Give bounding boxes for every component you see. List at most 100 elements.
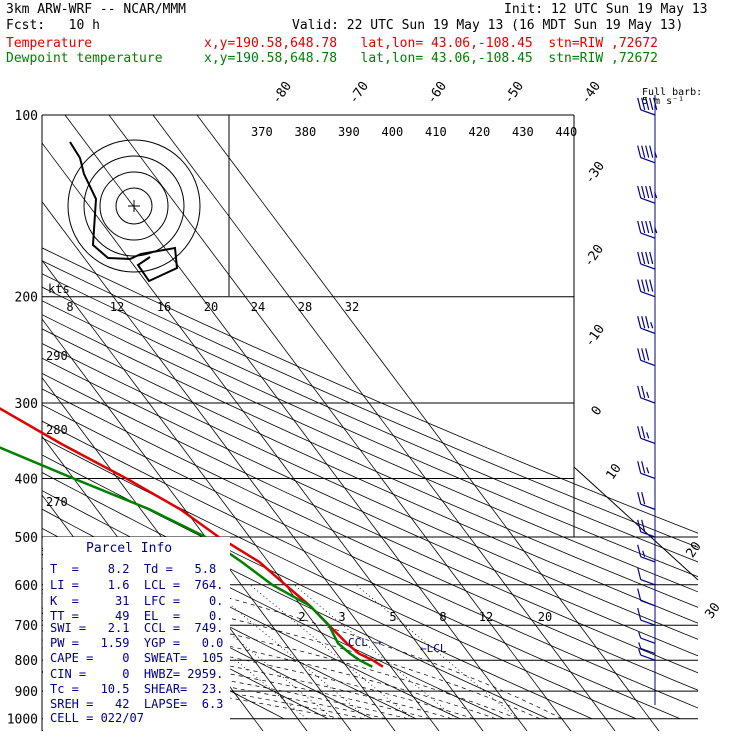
parcel-row: LI = 1.6 LCL = 764. (50, 578, 223, 592)
wind-barb-flag (637, 461, 642, 474)
dry-adiabat-line (42, 260, 698, 548)
wind-barb-staff (640, 197, 656, 204)
hodograph-speed-label: 20 (204, 300, 218, 314)
wind-barb-flag (637, 185, 642, 199)
pressure-tick-label: 700 (15, 619, 38, 634)
theta-label: 390 (338, 125, 360, 139)
hodograph-speed-label: 16 (157, 300, 171, 314)
wind-barb-flag (645, 251, 650, 265)
wind-barb-flag (645, 145, 650, 158)
pressure-tick-label: 600 (15, 579, 38, 594)
dry-adiabat-line (42, 420, 681, 720)
wind-barb-flag (637, 544, 642, 557)
parcel-info-panel: Parcel Info T = 8.2 Td = 5.8 LI = 1.6 LC… (43, 537, 230, 731)
dry-adiabat-line (42, 454, 593, 720)
wind-barb (637, 519, 656, 538)
wind-barb-staff (640, 232, 656, 239)
temperature-tick-label: 20 (683, 539, 704, 560)
wind-barb-flag (641, 426, 646, 439)
theta-label: 400 (382, 125, 404, 139)
wind-barb (637, 220, 658, 239)
dry-adiabat-line (42, 343, 698, 640)
wind-barb-staff (640, 327, 656, 334)
wind-barb-staff (640, 109, 656, 116)
wind-barbs (637, 95, 658, 705)
wind-barb (637, 426, 656, 445)
mixing-ratio-label: 8 (439, 610, 446, 624)
wind-barb-flag (641, 519, 646, 532)
parcel-row: TT = 49 EL = 0. (50, 609, 223, 623)
hodograph-speed-label: 12 (110, 300, 124, 314)
wind-barb-flag (637, 279, 642, 292)
wind-barb-flag (641, 97, 646, 110)
theta-label: 440 (556, 125, 578, 139)
forecast-hour: Fcst: 10 h (6, 18, 100, 33)
wind-barb-flag (641, 461, 646, 474)
wind-barb-flag (654, 226, 658, 234)
temperature-tick-label: 10 (603, 461, 624, 482)
mixing-ratio-label: 3 (338, 610, 345, 624)
wind-barb-staff (640, 359, 656, 367)
temperature-tick-label: -10 (582, 322, 608, 350)
isotherm-line (64, 115, 528, 731)
wind-barb-staff (640, 647, 656, 655)
wind-barb-staff (640, 654, 656, 661)
model-title: 3km ARW-WRF -- NCAR/MMM (6, 2, 187, 17)
wind-barb-flag (637, 220, 642, 234)
wind-barb-flag (637, 567, 642, 580)
pressure-tick-label: 400 (15, 472, 38, 487)
ccl-label: CCL → (348, 636, 381, 649)
dry-adiabat-line (42, 567, 329, 720)
mixing-ratio-label: 2 (298, 610, 305, 624)
wind-barb-flag (641, 316, 646, 329)
wind-barb-flag (649, 97, 654, 110)
mixing-ratio-label: 20 (538, 610, 552, 624)
dry-adiabat-line (42, 357, 698, 657)
temperature-tick-label: -20 (581, 242, 607, 270)
wind-barb-staff (640, 556, 656, 563)
dry-adiabat-line (42, 273, 698, 563)
wind-barb-flag (637, 251, 642, 265)
wind-barb-flag (645, 316, 650, 329)
temperature-tick-label: -60 (424, 79, 450, 107)
moist-adiabat-line (42, 630, 452, 720)
hodograph-speed-label: 24 (251, 300, 265, 314)
wind-barb-flag (642, 550, 646, 557)
wind-barb-flag (638, 648, 642, 656)
wind-barb (637, 185, 658, 204)
hodograph-ring (83, 155, 185, 257)
theta-label: 410 (425, 125, 447, 139)
hodograph-speed-label: 32 (345, 300, 359, 314)
theta-label: 290 (46, 349, 68, 363)
wind-barb (637, 492, 656, 510)
parcel-row: CAPE = 0 SWEAT= 105 (50, 651, 223, 665)
dry-adiabat-line (42, 286, 698, 578)
wind-barb-flag (645, 185, 650, 199)
parcel-row: K = 31 LFC = 0. (50, 594, 223, 608)
theta-label: 270 (46, 495, 68, 509)
wind-barb-flag (645, 97, 650, 110)
pressure-tick-label: 300 (15, 397, 38, 412)
wind-barb-flag (654, 151, 658, 158)
isotherm-line (42, 729, 44, 731)
dry-adiabat-line (42, 388, 698, 691)
wind-barb-flag (637, 97, 642, 110)
wind-barb (637, 588, 656, 607)
hodograph-ring (115, 187, 153, 225)
wind-barb (638, 642, 656, 655)
mixing-ratio-label: 12 (479, 610, 493, 624)
pressure-tick-label: 800 (15, 654, 38, 669)
wind-barb-flag (641, 220, 646, 234)
wind-barb (637, 316, 656, 334)
dry-adiabat-line (42, 372, 698, 674)
mixing-ratio-label: 5 (389, 610, 396, 624)
wind-barb-flag (638, 631, 642, 639)
barb-unit: 5 m s⁻¹ (642, 96, 684, 107)
temperature-tick-label: -70 (346, 79, 372, 107)
moist-adiabat-line (42, 592, 518, 720)
dry-adiabat-line (42, 247, 698, 534)
wind-barb (638, 648, 656, 661)
wind-barb-staff (640, 579, 656, 586)
wind-barb (637, 461, 656, 480)
wind-barb-staff (640, 637, 656, 644)
